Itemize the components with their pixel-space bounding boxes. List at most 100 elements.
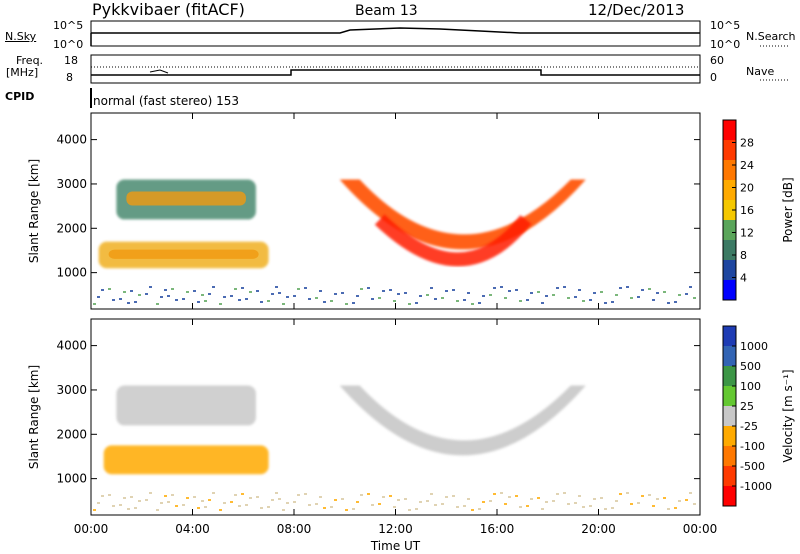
- ground-scatter-point: [600, 291, 603, 293]
- ground-scatter-point: [578, 289, 581, 291]
- ground-scatter-point: [615, 294, 618, 296]
- colorbar-swatch: [723, 160, 736, 181]
- ground-scatter-point: [482, 295, 485, 297]
- ground-scatter-point: [241, 287, 244, 289]
- ground-scatter-point: [119, 298, 122, 300]
- colorbar-tick-label: -1000: [740, 480, 772, 493]
- ground-scatter-point: [249, 497, 252, 499]
- ground-scatter-point: [319, 290, 322, 292]
- ground-scatter-point: [637, 502, 640, 504]
- ground-scatter-point: [97, 502, 100, 504]
- ground-scatter-point: [138, 500, 141, 502]
- ground-scatter-point: [467, 498, 470, 500]
- ground-scatter-point: [504, 503, 507, 505]
- ytick-label: 1000: [56, 266, 87, 280]
- ground-scatter-point: [212, 492, 215, 494]
- ground-scatter-point: [404, 292, 407, 294]
- ground-scatter-point: [678, 294, 681, 296]
- colorbar-tick-label: 20: [740, 182, 754, 195]
- ground-scatter-point: [674, 301, 677, 303]
- ground-scatter-point: [545, 501, 548, 503]
- ground-scatter-point: [156, 303, 159, 305]
- ground-scatter-point: [208, 499, 211, 501]
- ground-scatter-point: [282, 303, 285, 305]
- date-title: 12/Dec/2013: [588, 1, 685, 19]
- ground-scatter-point: [149, 286, 152, 288]
- colorbar-swatch: [723, 280, 736, 301]
- ground-scatter-point: [249, 291, 252, 293]
- xtick-label: 20:00: [581, 522, 616, 536]
- ground-scatter-point: [519, 506, 522, 508]
- ground-scatter-point: [330, 506, 333, 508]
- ground-scatter-point: [500, 286, 503, 288]
- ground-scatter-point: [304, 287, 307, 289]
- ground-scatter-point: [352, 508, 355, 510]
- ground-scatter-point: [574, 502, 577, 504]
- ground-scatter-point: [426, 294, 429, 296]
- colorbar-swatch: [723, 446, 736, 467]
- colorbar-tick-label: 4: [740, 272, 747, 285]
- beam-title: Beam 13: [355, 3, 418, 19]
- ground-scatter-point: [219, 509, 222, 511]
- nsky-label: N.Sky: [5, 30, 37, 43]
- ground-scatter-point: [123, 291, 126, 293]
- ground-scatter-point: [371, 298, 374, 300]
- colorbar-swatch: [723, 466, 736, 487]
- ground-scatter-point: [223, 502, 226, 504]
- colorbar-swatch: [723, 220, 736, 241]
- ground-scatter-point: [419, 295, 422, 297]
- ground-scatter-point: [315, 503, 318, 505]
- ground-scatter-point: [171, 494, 174, 496]
- ground-scatter-point: [134, 301, 137, 303]
- ground-scatter-point: [356, 295, 359, 297]
- colorbar-swatch: [723, 426, 736, 447]
- ground-scatter-point: [212, 286, 215, 288]
- ground-scatter-point: [260, 507, 263, 509]
- ground-scatter-point: [685, 499, 688, 501]
- ground-scatter-point: [667, 508, 670, 510]
- ground-scatter-point: [611, 507, 614, 509]
- ground-scatter-point: [97, 296, 100, 298]
- xtick-label: 12:00: [378, 522, 413, 536]
- ground-scatter-point: [260, 301, 263, 303]
- ground-scatter-point: [145, 293, 148, 295]
- ground-scatter-point: [452, 495, 455, 497]
- colorbar-frame: [722, 325, 737, 507]
- ground-scatter-point: [367, 493, 370, 495]
- ground-scatter-point: [330, 300, 333, 302]
- ground-scatter-point: [589, 505, 592, 507]
- colorbar-swatch: [723, 346, 736, 367]
- freq-label: Freq.: [16, 54, 44, 67]
- ground-scatter-point: [630, 297, 633, 299]
- ground-scatter-point: [208, 293, 211, 295]
- ground-scatter-point: [626, 286, 629, 288]
- ground-scatter-point: [319, 496, 322, 498]
- ground-scatter-point: [308, 298, 311, 300]
- ground-scatter-point: [604, 508, 607, 510]
- colorbar-swatch: [723, 486, 736, 507]
- scatter-band-core: [126, 191, 246, 206]
- ground-scatter-point: [323, 507, 326, 509]
- ground-scatter-point: [641, 289, 644, 291]
- status-frames: [90, 20, 790, 108]
- ground-scatter-point: [360, 288, 363, 290]
- ground-scatter-point: [238, 505, 241, 507]
- ground-scatter-point: [352, 302, 355, 304]
- ground-scatter-point: [341, 498, 344, 500]
- colorbar-swatch: [723, 406, 736, 427]
- nave-label: Nave: [746, 65, 775, 78]
- ground-scatter-point: [667, 302, 670, 304]
- ytick-label: 2000: [56, 221, 87, 235]
- colorbar-label: Velocity [m s⁻¹]: [781, 369, 795, 462]
- ground-scatter-point: [663, 291, 666, 293]
- colorbar-swatch: [723, 120, 736, 141]
- ground-scatter-point: [430, 493, 433, 495]
- colorbar-tick-label: 16: [740, 204, 754, 217]
- ground-scatter-point: [463, 505, 466, 507]
- ground-scatter-point: [182, 298, 185, 300]
- ground-scatter-point: [149, 492, 152, 494]
- ground-scatter-point: [615, 500, 618, 502]
- ground-scatter-point: [256, 290, 259, 292]
- ground-scatter-point: [574, 296, 577, 298]
- ground-scatter-point: [382, 496, 385, 498]
